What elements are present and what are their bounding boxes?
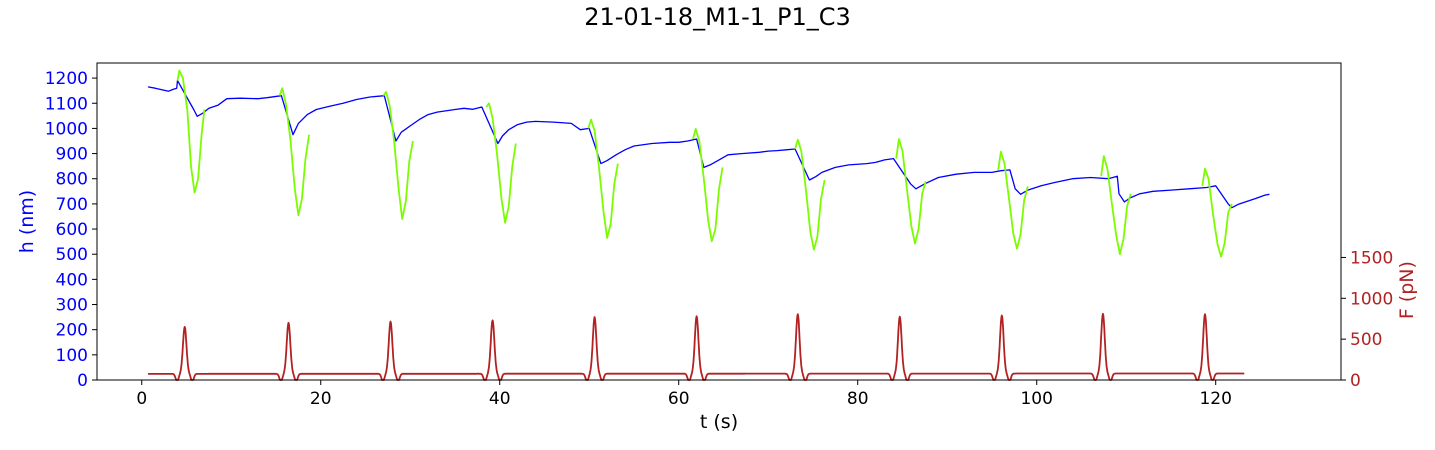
x-tick-label-80: 80 (847, 389, 869, 409)
y-left-tick-label-1200: 1200 (45, 69, 88, 89)
series-layer (147, 69, 1270, 381)
y-left-tick-label-1100: 1100 (45, 94, 88, 114)
height-compress-segment-3 (382, 91, 414, 220)
plot-frame (96, 62, 1342, 381)
y-left-tick-label-600: 600 (56, 220, 88, 240)
y-left-tick-label-100: 100 (56, 346, 88, 366)
height-compress-segment-2 (278, 87, 310, 217)
y-left-axis-label: h (nm) (16, 190, 38, 253)
height-compress-segment-5 (587, 118, 619, 239)
y-left-tick-label-200: 200 (56, 321, 88, 341)
x-tick-label-40: 40 (489, 389, 511, 409)
x-tick-label-20: 20 (310, 389, 332, 409)
height-compress-segment-6 (692, 128, 724, 242)
height-compress-segment-9 (997, 150, 1029, 250)
height-compress-segment-4 (485, 102, 517, 224)
height-compress-segment-10 (1100, 155, 1132, 256)
y-right-tick-label-1500: 1500 (1350, 248, 1393, 268)
x-tick-label-0: 0 (136, 389, 147, 409)
y-right-tick-label-0: 0 (1350, 371, 1361, 391)
x-tick-label-120: 120 (1199, 389, 1231, 409)
height-compress-segment-8 (895, 138, 927, 245)
y-left-tick-label-800: 800 (56, 170, 88, 190)
y-left-tick-label-500: 500 (56, 245, 88, 265)
y-left-tick-label-700: 700 (56, 195, 88, 215)
height-compress-segment-7 (794, 138, 826, 251)
y-left-tick-label-900: 900 (56, 145, 88, 165)
y-left-tick-label-300: 300 (56, 296, 88, 316)
x-tick-label-60: 60 (668, 389, 690, 409)
y-left-tick-label-1000: 1000 (45, 119, 88, 139)
x-tick-label-100: 100 (1020, 389, 1052, 409)
y-right-tick-label-500: 500 (1350, 330, 1382, 350)
x-axis-label: t (s) (700, 411, 738, 433)
height-compress-segment-1 (176, 69, 206, 194)
y-right-axis-label: F (pN) (1396, 261, 1418, 319)
height-relax-line (147, 79, 1270, 209)
force-line (147, 312, 1245, 381)
y-right-tick-label-1000: 1000 (1350, 289, 1393, 309)
height-compress-segment-11 (1201, 167, 1233, 258)
chart-title: 21-01-18_M1-1_P1_C3 (584, 3, 851, 31)
axes-layer: 0 20 40 60 80 100 120 t (s) 0 100 200 300 400 500 600 7… (16, 69, 1418, 433)
y-left-tick-label-0: 0 (77, 371, 88, 391)
y-left-tick-label-400: 400 (56, 270, 88, 290)
